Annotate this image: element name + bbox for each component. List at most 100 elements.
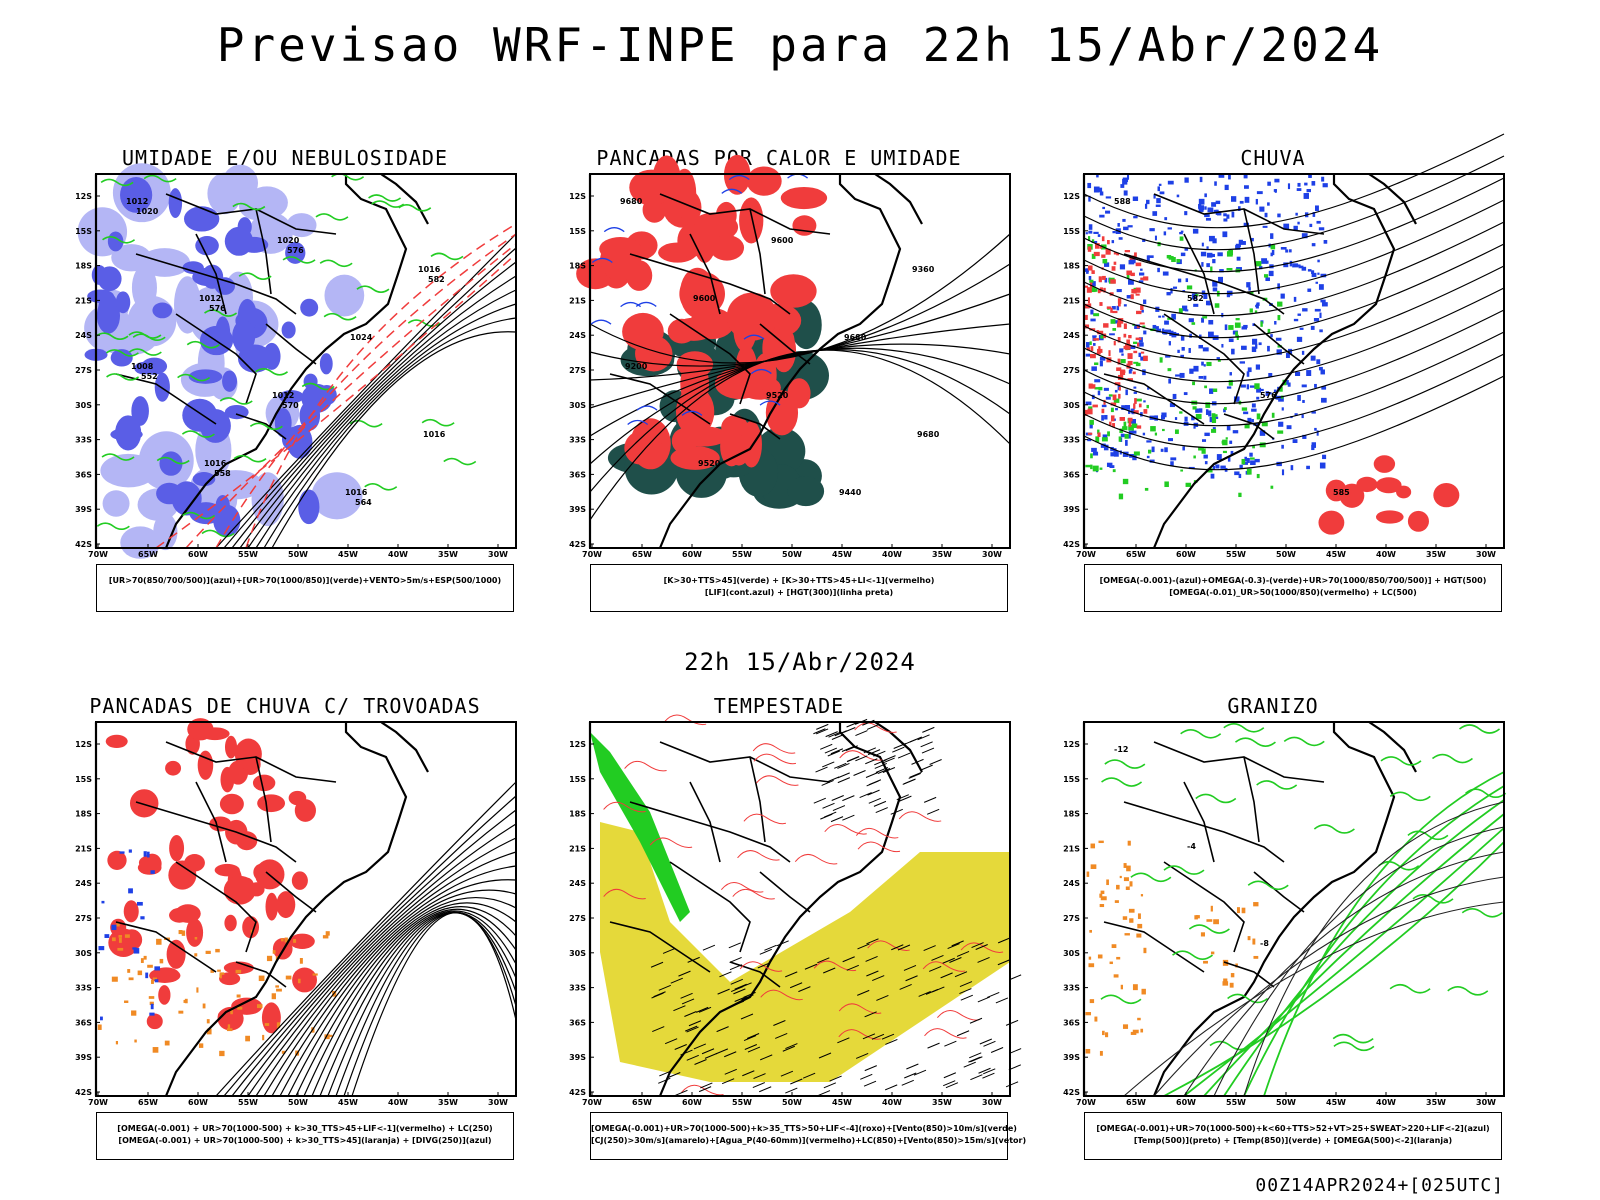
omega-blue	[1097, 234, 1101, 237]
lon-tick-label: 65W	[632, 550, 652, 559]
wind-vector	[658, 1077, 671, 1084]
wind-vector	[674, 1044, 687, 1050]
omega-red	[1097, 330, 1104, 335]
omega-blue	[1188, 347, 1191, 353]
lon-tick-label: 45W	[338, 1098, 358, 1107]
omega-blue	[1303, 193, 1309, 199]
wind-vector	[1005, 1019, 1019, 1026]
map-frame	[589, 721, 1011, 1097]
wind-vector	[975, 944, 988, 950]
omega-red	[1094, 243, 1100, 249]
omega-green	[1112, 469, 1116, 473]
omega-blue	[1153, 194, 1156, 199]
wind-vector	[694, 1059, 707, 1065]
omega-blue	[1152, 324, 1157, 331]
lat-tick-label: 24S	[1063, 331, 1080, 340]
omega-blue	[1152, 211, 1158, 216]
wind-vector	[687, 956, 700, 963]
omega-blue	[1208, 319, 1214, 325]
omega-green	[1179, 411, 1183, 414]
omega-blue	[1180, 230, 1184, 233]
omega-blue	[1154, 235, 1157, 241]
country-border	[729, 413, 781, 440]
temp850-contour	[1163, 841, 1505, 1097]
omega-blue	[1243, 324, 1248, 328]
thunder-orange	[140, 958, 144, 963]
omega-red	[1103, 323, 1109, 328]
thunder-orange	[196, 987, 199, 993]
contour-label: 576	[1260, 391, 1277, 400]
humidity-contour	[421, 418, 455, 427]
wind-vector	[959, 988, 972, 995]
omega-orange	[1089, 929, 1092, 933]
thunder-red	[236, 831, 258, 851]
streamline	[1083, 221, 1505, 317]
omega-blue	[1320, 273, 1327, 278]
omega-blue	[1130, 258, 1135, 263]
wind-vector	[700, 1082, 713, 1089]
thunder-orange	[217, 969, 221, 972]
omega-orange	[1122, 916, 1128, 920]
omega-blue	[1319, 312, 1322, 319]
lon-tick-label: 30W	[488, 550, 508, 559]
omega-red	[1117, 318, 1124, 324]
omega-red	[1123, 345, 1127, 350]
omega-red	[1143, 409, 1148, 414]
omega-green	[1271, 412, 1275, 418]
lat-tick-label: 30S	[75, 949, 92, 958]
omega-blue	[1293, 225, 1298, 231]
omega-green	[1202, 316, 1208, 319]
humidity-contour	[398, 204, 432, 212]
omega-green	[1095, 436, 1100, 443]
contour-label: 1016	[204, 459, 227, 468]
humidity-contour	[255, 368, 288, 376]
panel-hail: GRANIZO -12 -4 -8 12S 15S 18S 21S 24S 27S 30S 33S 3…	[1038, 694, 1508, 1164]
wind-vector	[983, 1040, 996, 1047]
omega-blue	[1122, 177, 1129, 183]
omega-blue	[1088, 230, 1093, 234]
instability-red	[667, 318, 696, 344]
thunder-orange	[327, 1034, 333, 1037]
omega-blue	[1278, 395, 1284, 402]
lon-tick-label: 70W	[582, 550, 602, 559]
omega-blue	[1140, 268, 1143, 271]
omega-blue	[1125, 439, 1128, 446]
omega-green	[1162, 428, 1165, 432]
thunder-red	[165, 760, 182, 776]
wind-vector	[899, 983, 912, 990]
contour-label: -8	[1260, 939, 1269, 948]
contour-label: 576	[209, 304, 226, 313]
divergence-blue	[128, 888, 133, 894]
omega-red	[1096, 330, 1099, 333]
omega-red	[1118, 393, 1121, 399]
omega-blue	[1123, 304, 1127, 307]
omega-blue	[1239, 464, 1243, 469]
omega-blue	[1306, 465, 1310, 470]
wind-vector	[857, 989, 870, 996]
omega-blue	[1275, 337, 1282, 341]
omega-blue	[1203, 454, 1208, 459]
omega-blue	[1278, 421, 1284, 427]
instability-red	[739, 197, 764, 244]
omega-blue	[1212, 259, 1216, 264]
omega-blue	[1156, 328, 1162, 333]
omega-blue	[1123, 190, 1128, 196]
omega-blue	[1180, 252, 1186, 257]
omega-blue	[1276, 349, 1282, 355]
omega-blue	[1297, 395, 1301, 401]
omega-red	[1131, 288, 1137, 294]
wind-vector	[913, 1069, 927, 1076]
contour-label: 552	[141, 372, 158, 381]
lif-contour	[759, 400, 781, 406]
omega-orange	[1105, 1032, 1109, 1038]
omega-green	[1205, 402, 1211, 408]
wind-vector	[899, 795, 912, 802]
wind-vector	[821, 780, 834, 786]
lat-tick-label: 21S	[569, 296, 586, 305]
omega-red	[1087, 265, 1093, 271]
omega-blue	[1143, 400, 1146, 403]
thunder-orange	[230, 1008, 233, 1015]
omega-blue	[1318, 366, 1323, 371]
omega-red	[1128, 421, 1132, 427]
streamline	[1083, 133, 1505, 229]
